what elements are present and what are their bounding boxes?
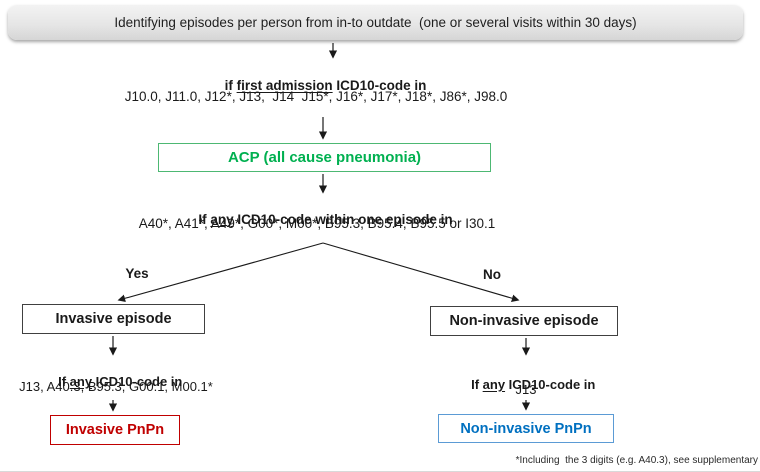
any-episode-codes: A40*, A41*, A49*, G00*, M00*, B95.3, B95… — [138, 216, 496, 231]
invasive-episode-label: Invasive episode — [55, 311, 172, 327]
condition-text: If — [471, 377, 483, 392]
noninvasive-pnpn-box: Non-invasive PnPn — [438, 414, 614, 443]
condition-text: If — [198, 212, 211, 227]
condition-text: ICD10-code in — [332, 78, 427, 93]
condition-text: if — [224, 78, 237, 93]
invasive-condition: If any ICD10-code in — [44, 359, 183, 404]
invasive-episode-box: Invasive episode — [22, 304, 205, 334]
invasive-condition-codes: J13, A40.3, B95.3, G00.1, M00.1* — [19, 379, 213, 394]
condition-text: ICD10-code within one episode in — [233, 212, 453, 227]
any-episode-condition: If any ICD10-code within one episode in — [183, 197, 452, 242]
condition-underlined-text: any — [482, 377, 506, 392]
branch-yes-label: Yes — [125, 266, 149, 281]
condition-underlined-text: any — [210, 212, 234, 227]
condition-underlined-text: first admission — [236, 78, 333, 93]
condition-text: If — [58, 374, 70, 389]
condition-text: ICD10-code in — [505, 377, 596, 392]
noninvasive-pnpn-label: Non-invasive PnPn — [460, 420, 592, 437]
acp-label: ACP (all cause pneumonia) — [227, 149, 422, 166]
branch-no-label: No — [483, 267, 501, 282]
footnote: *Including the 3 digits (e.g. A40.3), se… — [515, 455, 758, 466]
first-admission-codes: J10.0, J11.0, J12*, J13, J14 J15*, J16*,… — [124, 89, 508, 104]
noninvasive-condition: If any ICD10-code in — [457, 362, 596, 407]
header-title: Identifying episodes per person from in-… — [114, 15, 637, 30]
acp-box: ACP (all cause pneumonia) — [158, 143, 491, 172]
arrow-branch-yes — [117, 242, 324, 303]
invasive-pnpn-label: Invasive PnPn — [65, 422, 165, 438]
condition-text: ICD10-code in — [92, 374, 183, 389]
noninvasive-condition-codes: J13 — [515, 382, 537, 397]
first-admission-condition: if first admission ICD10-code in — [210, 63, 427, 108]
condition-underlined-text: any — [69, 374, 93, 389]
header-banner: Identifying episodes per person from in-… — [8, 5, 743, 40]
invasive-pnpn-box: Invasive PnPn — [50, 415, 180, 445]
noninvasive-episode-box: Non-invasive episode — [430, 306, 618, 336]
noninvasive-episode-label: Non-invasive episode — [449, 313, 599, 329]
